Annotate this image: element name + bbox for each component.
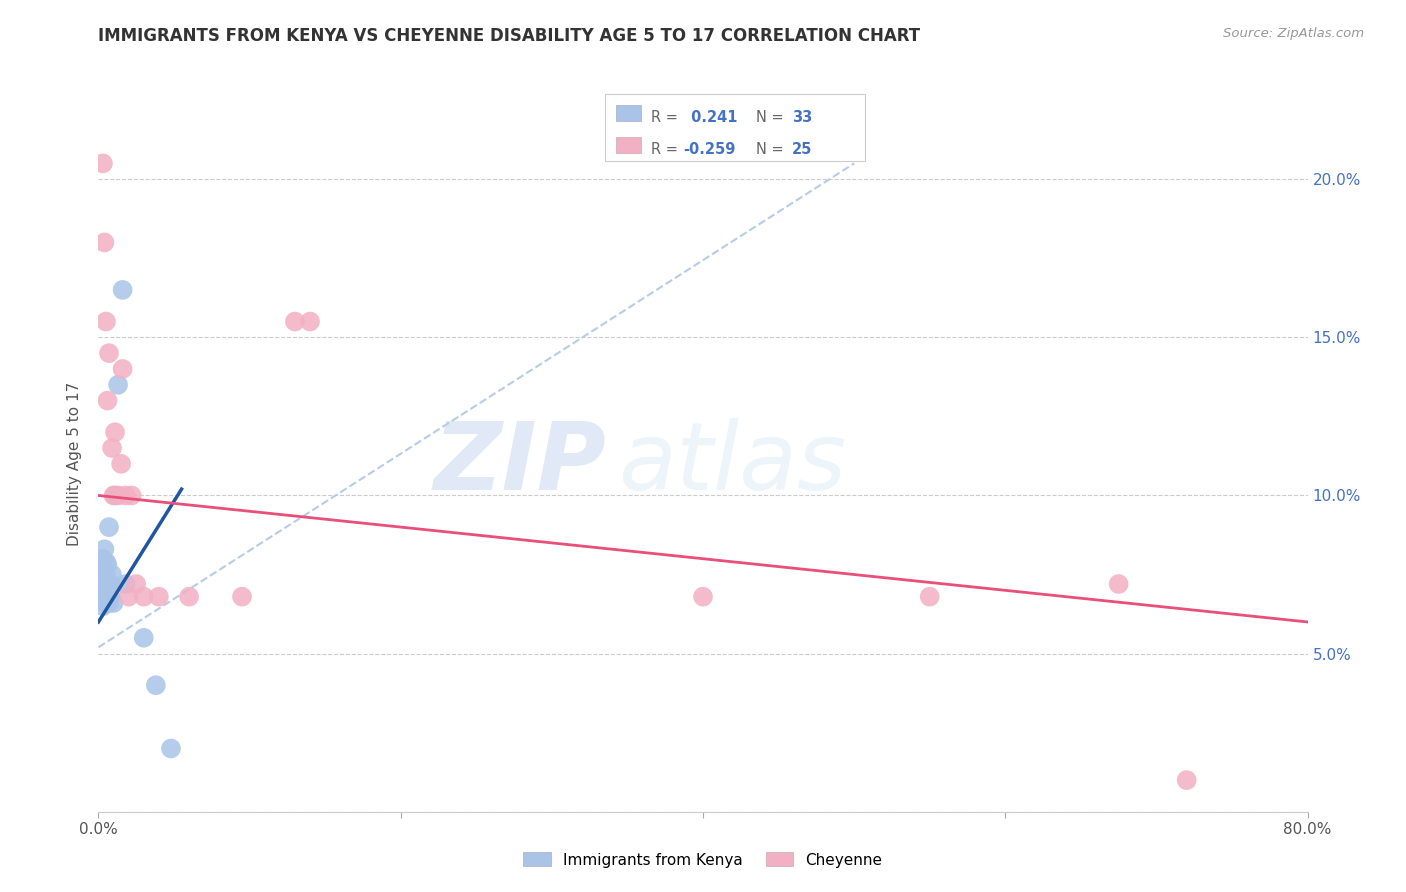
Point <box>692 590 714 604</box>
Point <box>132 590 155 604</box>
Point <box>107 488 129 502</box>
Text: -0.259: -0.259 <box>683 142 735 157</box>
Text: N =: N = <box>756 110 789 125</box>
Point <box>91 571 114 585</box>
Point <box>98 583 121 598</box>
Point <box>111 362 134 376</box>
Point <box>89 571 111 585</box>
Text: Source: ZipAtlas.com: Source: ZipAtlas.com <box>1223 27 1364 40</box>
Point <box>93 592 115 607</box>
Point <box>111 283 134 297</box>
Point <box>104 488 127 502</box>
Point <box>231 590 253 604</box>
Text: atlas: atlas <box>619 418 846 509</box>
Text: 33: 33 <box>792 110 811 125</box>
Point <box>93 580 115 594</box>
Text: ZIP: ZIP <box>433 417 606 510</box>
Point <box>118 590 141 604</box>
Point <box>107 377 129 392</box>
Point <box>91 583 114 598</box>
Y-axis label: Disability Age 5 to 17: Disability Age 5 to 17 <box>67 382 83 546</box>
Point <box>91 156 114 170</box>
Point <box>93 235 115 250</box>
Point <box>101 567 124 582</box>
Point <box>100 577 122 591</box>
Text: 0.241: 0.241 <box>686 110 738 125</box>
Point <box>101 441 124 455</box>
Point <box>121 488 143 502</box>
Point <box>91 599 114 614</box>
Point <box>1108 577 1130 591</box>
Point <box>103 488 125 502</box>
Point <box>94 583 117 598</box>
Point <box>103 596 125 610</box>
Point <box>89 590 111 604</box>
Text: IMMIGRANTS FROM KENYA VS CHEYENNE DISABILITY AGE 5 TO 17 CORRELATION CHART: IMMIGRANTS FROM KENYA VS CHEYENNE DISABI… <box>98 27 921 45</box>
Text: 25: 25 <box>792 142 811 157</box>
Point <box>94 567 117 582</box>
Point <box>132 631 155 645</box>
Point <box>93 542 115 557</box>
Point <box>90 583 112 598</box>
Point <box>299 314 322 328</box>
Legend: Immigrants from Kenya, Cheyenne: Immigrants from Kenya, Cheyenne <box>517 847 889 873</box>
Point <box>91 551 114 566</box>
Point <box>110 457 132 471</box>
Point <box>100 590 122 604</box>
Point <box>98 346 121 360</box>
Point <box>96 577 118 591</box>
Point <box>96 558 118 572</box>
Point <box>94 314 117 328</box>
Point <box>114 577 136 591</box>
Point <box>145 678 167 692</box>
Point <box>98 520 121 534</box>
Point <box>114 488 136 502</box>
Point <box>90 565 112 579</box>
Text: N =: N = <box>756 142 789 157</box>
Point <box>284 314 307 328</box>
Point <box>96 592 118 607</box>
Text: R =: R = <box>651 110 682 125</box>
Point <box>94 555 117 569</box>
Text: R =: R = <box>651 142 682 157</box>
Point <box>98 596 121 610</box>
Point <box>94 596 117 610</box>
Point <box>179 590 201 604</box>
Point <box>96 393 118 408</box>
Point <box>160 741 183 756</box>
Point <box>918 590 941 604</box>
Point <box>1175 773 1198 788</box>
Point <box>93 565 115 579</box>
Point <box>125 577 148 591</box>
Point <box>148 590 170 604</box>
Point <box>104 425 127 440</box>
